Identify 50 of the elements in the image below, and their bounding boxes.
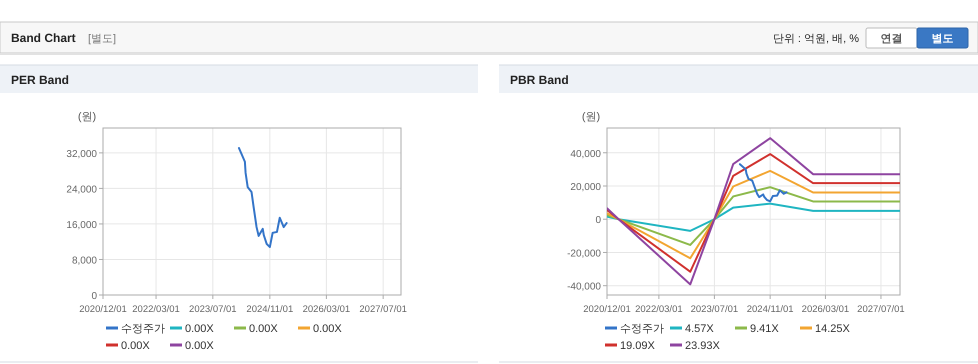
text: 연결: [880, 33, 902, 45]
line-series: [607, 137, 900, 286]
line-series: [238, 146, 288, 248]
x-tick-label: 2022/03/01: [132, 304, 180, 315]
legend-label: 4.57X: [685, 323, 714, 335]
y-tick-label: 40,000: [570, 148, 602, 160]
text: 단위 : 억원, 배, %: [772, 33, 860, 45]
y-tick-label: 8,000: [72, 255, 98, 266]
y-tick-label: 32,000: [66, 148, 98, 160]
legend-label: 14.25X: [815, 323, 851, 335]
y-tick-label: -20,000: [567, 248, 602, 260]
legend-label: 23.93X: [685, 340, 721, 352]
x-tick-label: 2024/11/01: [246, 304, 294, 315]
legend-label: 0.00X: [121, 340, 150, 352]
text: Band Chart: [11, 31, 76, 45]
chart-title: PER Band: [11, 73, 70, 87]
x-tick-label: 2023/07/01: [690, 304, 738, 315]
y-tick-label: 16,000: [66, 220, 98, 231]
y-tick-label: -40,000: [567, 282, 602, 293]
legend-label: 0.00X: [185, 323, 214, 335]
legend-label: 0.00X: [185, 340, 214, 352]
line-series: [607, 202, 900, 232]
x-tick-label: 2020/12/01: [583, 304, 631, 315]
x-tick-label: 2023/07/01: [189, 304, 237, 315]
legend-label: 0.00X: [313, 323, 342, 335]
x-tick-label: 2024/11/01: [746, 304, 794, 315]
chart-title: PBR Band: [510, 73, 569, 87]
x-tick-label: 2022/03/01: [635, 304, 683, 315]
line-series: [607, 153, 900, 273]
y-axis-title: (원): [582, 111, 600, 123]
line-series: [607, 170, 900, 260]
legend-label: 19.09X: [620, 340, 656, 352]
legend-label: 수정주가: [620, 323, 664, 335]
x-tick-label: 2027/07/01: [359, 304, 407, 315]
line-series: [607, 186, 900, 246]
x-tick-label: 2026/03/01: [302, 304, 350, 315]
y-tick-label: 20,000: [570, 182, 602, 193]
text: 별도: [932, 33, 954, 45]
text: [별도]: [88, 33, 116, 45]
x-tick-label: 2020/12/01: [79, 304, 127, 315]
y-tick-label: 24,000: [66, 184, 98, 196]
x-tick-label: 2026/03/01: [802, 304, 850, 315]
line-series: [738, 163, 788, 202]
legend-label: 수정주가: [121, 323, 165, 335]
y-tick-label: 0: [91, 291, 98, 302]
y-tick-label: 0: [595, 215, 602, 226]
y-axis-title: (원): [78, 111, 96, 123]
x-tick-label: 2027/07/01: [857, 304, 905, 315]
legend-label: 9.41X: [750, 323, 780, 335]
legend-label: 0.00X: [249, 323, 278, 335]
